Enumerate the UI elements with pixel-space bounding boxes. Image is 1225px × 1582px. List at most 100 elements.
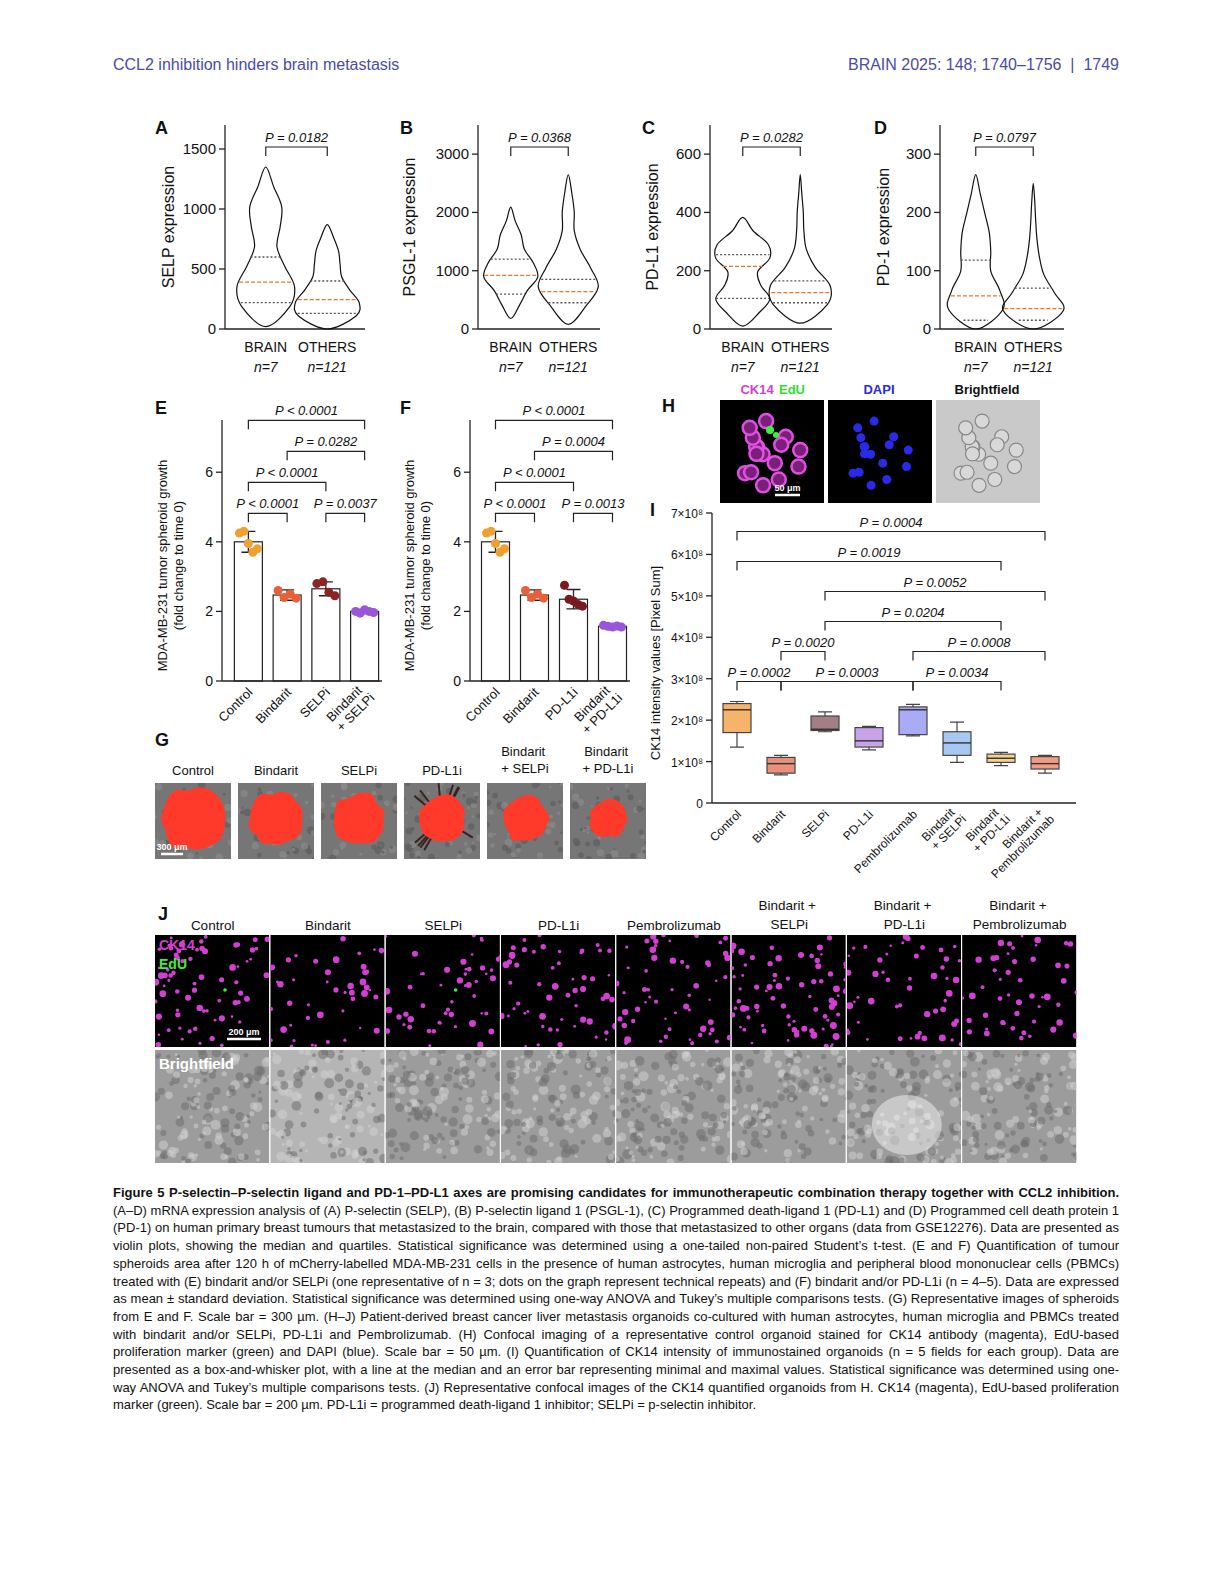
image-title: Bindarit + SELPi [501, 744, 549, 776]
texture [636, 806, 642, 812]
significance-bracket [511, 147, 569, 156]
ck14-cell [350, 996, 355, 1001]
cell [959, 421, 973, 435]
y-tick-label: 2 [205, 603, 213, 619]
texture [425, 1053, 429, 1057]
box [811, 716, 839, 731]
ck14-cell [857, 1021, 860, 1024]
texture [458, 1085, 463, 1090]
violin [484, 207, 538, 318]
ck14-cell [386, 935, 388, 938]
ck14-cell [769, 945, 774, 950]
micrograph [616, 1050, 730, 1163]
p-value: P = 0.0034 [926, 665, 989, 680]
image-title: Bindarit + PD-L1i [583, 744, 634, 776]
y-tick [934, 212, 940, 213]
texture [155, 783, 156, 785]
texture [169, 1081, 174, 1086]
ck14-cell [234, 980, 238, 984]
y-axis-label: PD-L1 expression [644, 163, 661, 290]
texture [305, 1149, 308, 1152]
texture [312, 857, 314, 859]
spheroid [334, 793, 384, 844]
texture [711, 1143, 715, 1147]
label-line: + SELPi [501, 761, 548, 776]
texture [660, 1102, 670, 1112]
ck14-cell [357, 951, 361, 955]
ck14-cell [209, 1036, 214, 1041]
texture [405, 811, 408, 814]
y-axis-line [939, 125, 940, 329]
texture [825, 1129, 830, 1134]
ck14-cell [374, 1028, 380, 1034]
texture [490, 1140, 497, 1147]
texture [674, 1140, 679, 1145]
texture [547, 1055, 551, 1059]
ck14-cell [737, 999, 742, 1004]
y-tick-label: 2 [453, 603, 461, 619]
y-axis-label: (fold change to time 0) [418, 501, 433, 630]
ck14-cell [661, 935, 665, 937]
texture [211, 1120, 221, 1130]
texture [658, 1074, 665, 1081]
significance-bracket [248, 420, 364, 429]
ck14-cell [905, 936, 910, 941]
texture [458, 1097, 462, 1101]
texture [414, 1112, 423, 1121]
image-background [386, 1050, 500, 1163]
texture [690, 1062, 695, 1067]
texture [530, 1135, 538, 1143]
ck14-cell [289, 1024, 292, 1027]
texture [369, 1127, 378, 1136]
cell [975, 414, 989, 428]
texture [795, 1121, 802, 1128]
texture [388, 1075, 396, 1083]
ck14-cell [155, 979, 159, 986]
texture [789, 1070, 793, 1074]
ck14-cell [360, 979, 367, 986]
ck14-cell [815, 963, 821, 969]
texture [549, 822, 555, 828]
texture [458, 850, 462, 854]
texture [292, 848, 295, 851]
texture [637, 1127, 641, 1131]
texture [352, 1119, 358, 1125]
texture [417, 855, 420, 858]
ck14-cell [317, 1012, 324, 1019]
ck14-cell [244, 996, 250, 1002]
texture [608, 1154, 614, 1160]
ck14-cell [831, 1000, 838, 1007]
micrograph [155, 783, 231, 859]
texture [777, 1124, 782, 1129]
box [723, 704, 751, 733]
ck14-cell [178, 1027, 181, 1030]
label-line: + PD-L1i [579, 690, 626, 737]
texture [646, 1089, 652, 1095]
texture [638, 852, 645, 859]
texture [735, 1054, 743, 1062]
texture [240, 790, 247, 797]
x-tick-label: Bindarit + Pembrolizumab [979, 803, 1057, 881]
texture [547, 1062, 556, 1071]
ck14-cell [522, 947, 527, 952]
texture [549, 815, 553, 819]
image-title: PD-L1i [538, 918, 579, 933]
micrograph [487, 783, 563, 859]
texture [621, 1109, 630, 1118]
x-tick-label: BRAIN [244, 339, 287, 355]
x-tick-label: Bindarit [749, 807, 788, 846]
texture [406, 828, 413, 835]
texture [613, 848, 615, 850]
texture [799, 1112, 804, 1117]
ck14-cell [199, 974, 205, 980]
texture [424, 1118, 428, 1122]
texture [379, 1154, 384, 1163]
texture [494, 1092, 500, 1099]
ck14-cell [499, 955, 500, 958]
ck14-cell [454, 1025, 457, 1028]
texture [737, 1140, 745, 1148]
texture [462, 1077, 469, 1084]
ck14-cell [680, 960, 684, 964]
data-point [500, 544, 509, 553]
ck14-cell [751, 1042, 754, 1045]
